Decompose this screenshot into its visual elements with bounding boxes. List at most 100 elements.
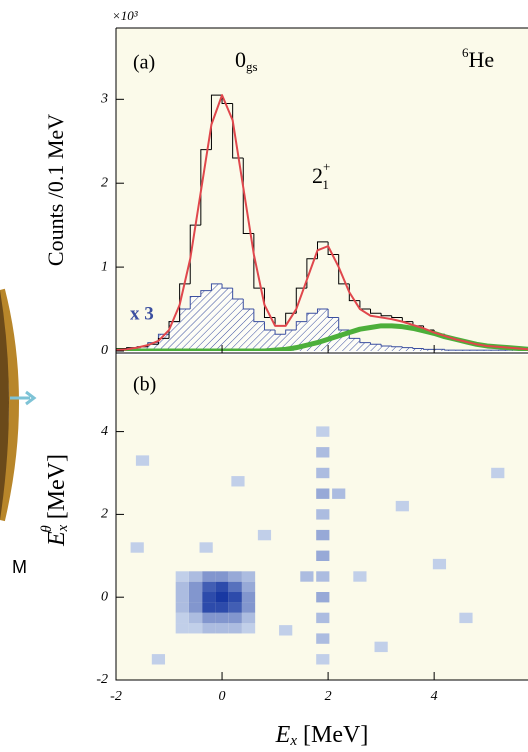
histogram-step [232, 288, 244, 300]
sup: 6 [462, 45, 469, 60]
heatmap-cell [188, 623, 203, 634]
histogram-step [370, 309, 382, 314]
peak-label: 0gs [235, 47, 258, 74]
heatmap-cell [202, 623, 216, 634]
heatmap-cell [316, 426, 330, 437]
hatched-bin [296, 321, 307, 351]
histogram-step [210, 283, 223, 291]
sup: + [323, 159, 330, 174]
histogram-step [401, 346, 413, 349]
heatmap-cell [316, 488, 330, 499]
histogram-step [285, 329, 297, 335]
y-tick-label: 2 [101, 507, 108, 522]
x-label-sub: x [289, 733, 297, 749]
fit-curve [116, 94, 528, 351]
histogram-step [168, 321, 180, 339]
heatmap-cell [130, 542, 144, 553]
hatched-bin [412, 348, 424, 351]
heatmap-cell [231, 476, 245, 487]
histogram-step [274, 330, 286, 335]
heatmap-cell [491, 467, 505, 479]
histogram-step [253, 309, 265, 323]
heatmap-cell [316, 633, 330, 644]
panel-label: (b) [133, 374, 156, 396]
annotations: x 3 0gs 2+ 1 6He [130, 45, 494, 324]
hatched-bin [253, 321, 265, 351]
heatmap-cell [241, 602, 256, 613]
heatmap-cell [353, 571, 367, 582]
panel-b-marks [130, 426, 505, 665]
histogram-step [348, 283, 360, 302]
histogram-step [380, 344, 392, 347]
heatmap-cell [316, 529, 330, 541]
hatched-bin [243, 309, 254, 351]
hatched-bin [391, 346, 403, 351]
heatmap-cell [151, 654, 166, 665]
detector-fragment [0, 288, 19, 522]
x-tick-label: 0 [219, 689, 226, 704]
hatched-bin [285, 330, 297, 351]
sub: 1 [322, 177, 329, 192]
heatmap-cell [316, 467, 330, 479]
x-tick-label: 4 [431, 689, 438, 704]
heatmap-cell [241, 623, 256, 634]
hatched-bin [222, 288, 233, 351]
hatched-bin [190, 296, 201, 351]
histogram-step [391, 315, 403, 318]
hatched-bin [317, 309, 329, 351]
heatmap-cell [188, 571, 203, 582]
y-tick-label: 4 [101, 424, 108, 439]
y-axis-label: Exθ [MeV] [39, 454, 71, 547]
hatched-bin [306, 313, 318, 351]
fragment-text: M [12, 557, 27, 577]
histogram-step [380, 313, 392, 317]
y-tick-label: -2 [96, 672, 108, 687]
histogram-step [423, 348, 435, 350]
y-label-unit: [MeV] [44, 454, 70, 525]
hatched-bin [147, 342, 159, 351]
heatmap-cell [175, 602, 189, 613]
heatmap-cell [188, 591, 203, 603]
y-label-sup: θ [39, 525, 55, 533]
histogram-step [327, 309, 339, 318]
heatmap-cell [257, 529, 272, 541]
heatmap-cell [175, 571, 189, 582]
histogram-step [412, 347, 424, 349]
histogram-step [444, 349, 456, 351]
histogram-step [391, 345, 403, 348]
heatmap-cell [279, 625, 293, 636]
main: 2 [312, 163, 323, 188]
x-label-unit: [MeV] [297, 722, 368, 748]
heatmap-cell [300, 571, 314, 582]
histogram-step [306, 312, 318, 322]
histogram-step [338, 317, 350, 331]
sub: gs [246, 59, 258, 74]
heatmap-cell [316, 591, 330, 603]
y-axis-label: Counts /0.1 MeV [43, 114, 68, 266]
hatched-bin [328, 317, 339, 351]
main: He [469, 47, 495, 72]
x-label-main: E [275, 722, 291, 748]
heatmap-cell [332, 488, 346, 499]
hatched-bin [338, 330, 350, 351]
heatmap-cell [215, 623, 229, 634]
heatmap-cell [215, 571, 229, 582]
heatmap-cell [215, 591, 229, 603]
heatmap-cell [202, 591, 216, 603]
heatmap-cell [215, 581, 229, 593]
hatched-bin [370, 344, 382, 351]
heatmap-cell [228, 571, 242, 582]
histogram-step [116, 347, 127, 351]
panel-label: (a) [133, 52, 155, 74]
hatched-bin [434, 349, 445, 351]
heatmap-cell [228, 623, 242, 634]
heatmap-cell [228, 581, 242, 593]
hatched-bin [359, 342, 371, 351]
hatched-bin [381, 345, 392, 351]
hatched-bin [349, 338, 360, 351]
series-label: x 3 [130, 303, 154, 324]
heatmap-cell [202, 581, 216, 593]
heatmap-cell [188, 612, 203, 624]
heatmap-cell [188, 602, 203, 613]
hatched-bin [200, 290, 212, 351]
